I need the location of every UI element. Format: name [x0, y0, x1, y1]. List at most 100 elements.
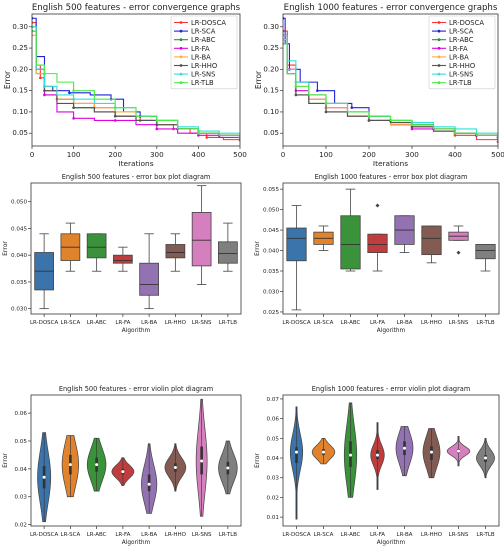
legend-box [170, 15, 238, 90]
legend-entry: LR-SCA [449, 28, 474, 36]
y-tick-label: 0.25 [12, 44, 28, 52]
violin-LR-BA [141, 443, 158, 514]
box-LR-HHO [421, 225, 442, 264]
x-tick-label: 300 [405, 150, 419, 159]
series-point [72, 106, 75, 109]
series-point [410, 127, 414, 131]
x-tick-label: 0 [281, 150, 286, 159]
chart-panel-5: English 500 features - error violin plot… [2, 385, 242, 546]
legend: LR-DOSCALR-SCALR-ABCLR-FALR-BALR-HHOLR-S… [170, 15, 238, 90]
box-body [367, 233, 388, 253]
series-group [32, 16, 240, 142]
x-tick-label: 500 [491, 150, 504, 159]
series-point [205, 136, 209, 139]
x-axis-label: Algorithm [377, 328, 406, 334]
violin-LR-TLB [218, 440, 238, 495]
series-point [155, 123, 159, 127]
legend-marker [437, 64, 441, 67]
series-point [43, 93, 46, 97]
y-tick-label: 0.20 [263, 65, 279, 73]
x-tick-label: 0 [30, 150, 35, 159]
x-tick-label: 200 [108, 150, 122, 159]
x-tick-label: LR-SCA [61, 320, 81, 326]
chart-panel-2: English 1000 features - error convergenc… [254, 3, 504, 168]
y-axis-label: Error [3, 70, 12, 89]
box-LR-TLB [218, 222, 238, 272]
x-tick-label: LR-DOSCA [282, 532, 311, 538]
series-point [72, 89, 75, 92]
violin-median [349, 453, 352, 457]
legend-marker [179, 55, 183, 59]
legend-entry: LR-ABC [191, 36, 216, 44]
x-tick-label: LR-DOSCA [282, 320, 311, 326]
y-axis-label: Error [2, 453, 9, 468]
y-axis-label: Error [254, 453, 261, 468]
violin-median [68, 463, 72, 467]
legend-marker [437, 46, 441, 50]
series-point [453, 131, 457, 135]
series-point [367, 119, 371, 122]
violin-median [484, 456, 487, 460]
y-axis-label: Error [254, 241, 261, 256]
x-tick-label: LR-ABC [87, 532, 107, 538]
chart-panel-6: English 1000 features - error violin plo… [254, 385, 500, 546]
x-tick-label: LR-SCA [61, 532, 81, 538]
box-body [475, 244, 496, 260]
x-tick-label: LR-SNS [192, 320, 212, 326]
box-body [340, 215, 361, 270]
box-LR-BA [394, 215, 415, 253]
x-axis-label: Algorithm [122, 540, 151, 546]
legend-marker [437, 81, 441, 85]
box-LR-TLB [475, 244, 496, 272]
legend: LR-DOSCALR-SCALR-ABCLR-FALR-BALR-HHOLR-S… [428, 15, 496, 90]
y-tick-label: 0.050 [11, 200, 27, 206]
box-body [218, 241, 238, 264]
series-point [410, 123, 414, 127]
box-body [421, 225, 442, 256]
legend-marker [437, 38, 441, 42]
x-tick-label: LR-BA [141, 320, 157, 326]
y-tick-label: 0.06 [15, 411, 28, 417]
y-tick-label: 0.03 [267, 476, 280, 482]
violin-LR-FA [111, 457, 135, 486]
violin-median [295, 450, 298, 454]
box-LR-SCA [60, 222, 81, 272]
x-tick-label: 100 [319, 150, 333, 159]
y-tick-label: 0.050 [263, 208, 279, 214]
x-tick-label: 400 [448, 150, 462, 159]
series-point [316, 89, 319, 92]
plot-frame [31, 13, 241, 147]
violin-median [173, 465, 177, 469]
x-tick-label: LR-TLB [476, 532, 495, 538]
series-point [294, 93, 298, 97]
series-point [113, 106, 117, 109]
y-tick-label: 0.15 [12, 87, 28, 95]
series-point [72, 117, 75, 120]
violin-median [121, 470, 125, 474]
series-point [43, 85, 46, 88]
x-tick-label: LR-TLB [219, 532, 238, 538]
y-axis-label: Error [254, 70, 263, 89]
box-LR-FA [367, 203, 388, 272]
x-axis-label: Iterations [373, 159, 408, 168]
chart-title: English 1000 features - error convergenc… [284, 3, 498, 13]
legend-box [428, 15, 496, 90]
plot-frame [30, 394, 242, 527]
y-tick-label: 0.05 [263, 129, 279, 137]
x-tick-label: LR-DOSCA [30, 320, 59, 326]
violin-median [42, 475, 46, 479]
legend-entry: LR-TLB [449, 79, 472, 87]
legend-entry: LR-DOSCA [449, 19, 484, 27]
y-tick-label: 0.05 [267, 436, 280, 442]
series-point [197, 134, 200, 137]
box-LR-SNS [448, 225, 469, 255]
series-point [113, 114, 117, 118]
legend-marker [437, 21, 441, 24]
chart-title: English 1000 features - error box plot d… [315, 173, 468, 181]
legend-entry: LR-BA [191, 53, 211, 61]
y-tick-label: 0.10 [263, 108, 279, 116]
legend-marker [179, 64, 183, 67]
legend-marker [437, 55, 441, 59]
series-point [43, 89, 46, 92]
series-point [294, 85, 298, 88]
